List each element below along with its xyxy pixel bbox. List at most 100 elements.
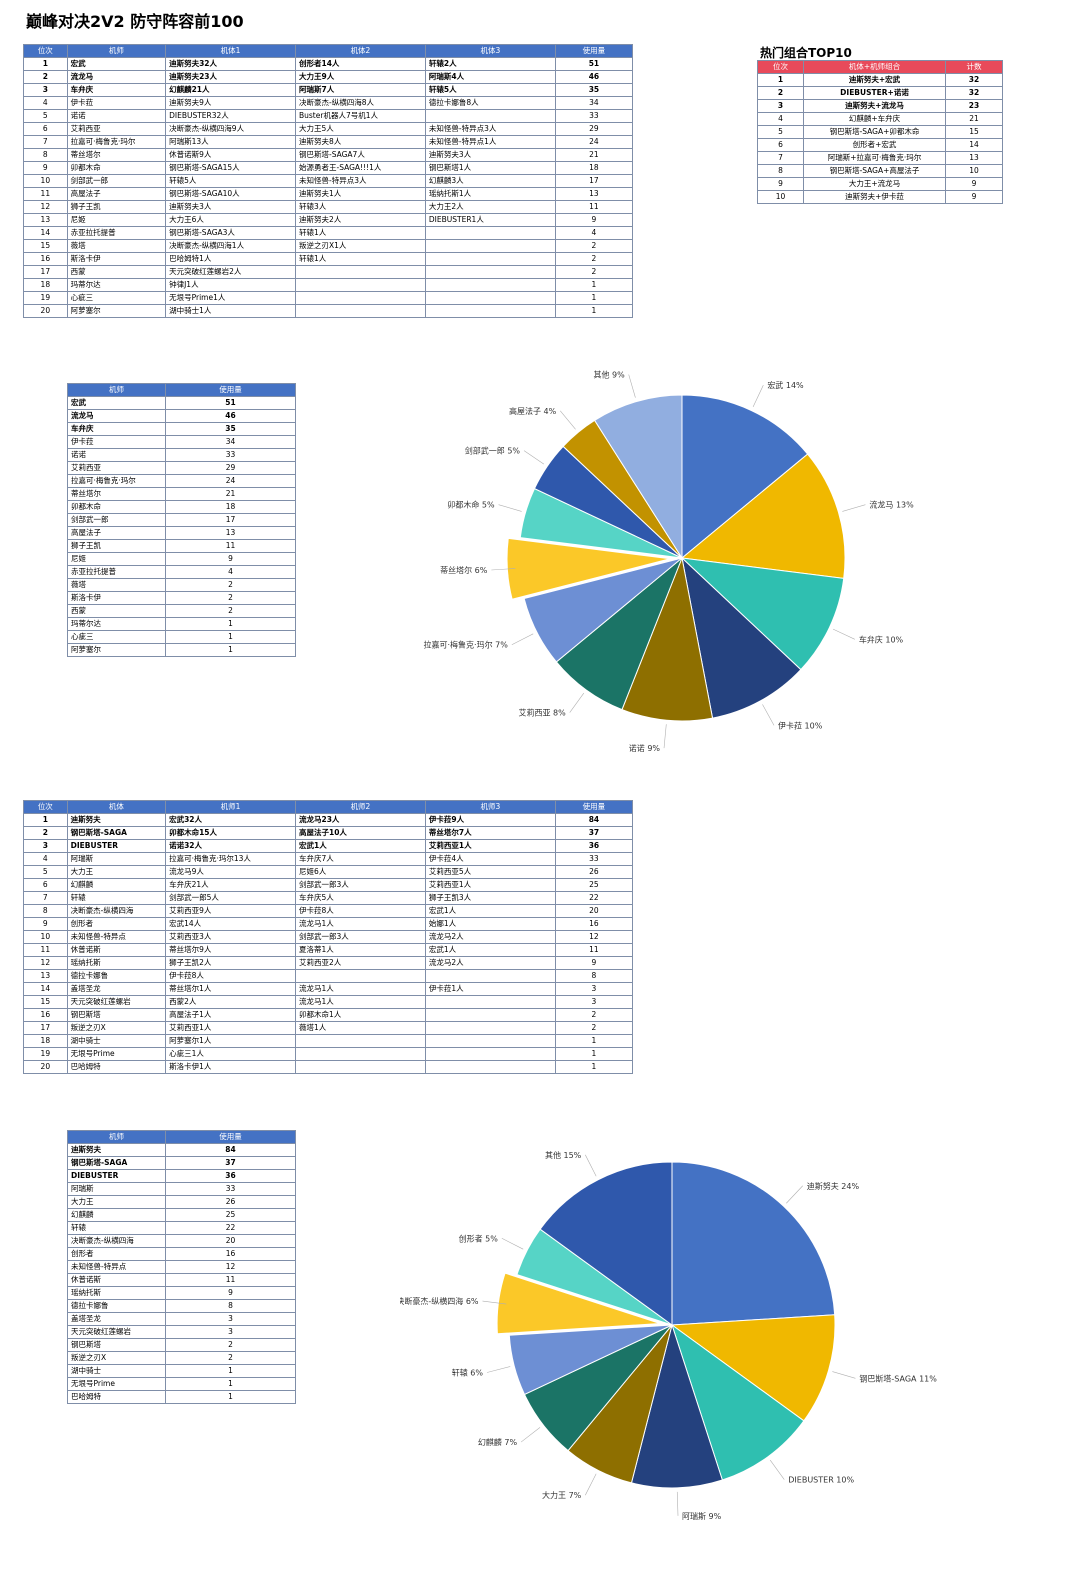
table-cell: 迪斯努夫1人 <box>295 187 426 201</box>
data-label: 轩辕 6% <box>452 1367 484 1377</box>
table-cell: 德拉卡娜鲁 <box>67 1299 166 1313</box>
table-cell: 1 <box>23 57 68 71</box>
leader-line <box>752 385 764 408</box>
data-label: 拉嘉可·梅鲁克·玛尔 7% <box>423 640 508 650</box>
table-cell: 流龙马2人 <box>424 956 556 970</box>
table-cell: 流龙马1人 <box>295 995 426 1009</box>
table-cell: 天元突破红莲螺岩 <box>67 1325 166 1339</box>
table-cell: 12 <box>23 200 68 214</box>
table-cell: 21 <box>554 148 634 162</box>
table-cell: 2 <box>165 604 296 618</box>
table-cell <box>295 969 426 983</box>
data-label: 迪斯努夫 24% <box>807 1181 860 1191</box>
table-row: 12 瑶纳托斯 狮子王凯2人 艾莉西亚2人 流龙马2人 9 <box>23 956 634 970</box>
table-cell: 拉嘉可·梅鲁克·玛尔13人 <box>165 852 296 866</box>
table-row: 高屋法子 13 <box>67 526 296 540</box>
table-cell: 1 <box>554 1034 634 1048</box>
table-cell: 1 <box>165 630 296 644</box>
data-label: 流龙马 13% <box>869 500 914 510</box>
table-cell: 艾莉西亚1人 <box>165 1021 296 1035</box>
table-row: 5 诺诺 DIEBUSTER32人 Buster机器人7号机1人 33 <box>23 109 634 123</box>
table-cell: 20 <box>554 904 634 918</box>
table-cell: 未知怪兽-特异点1人 <box>424 135 556 149</box>
mecha-usage-table: 位次 机体 机师1 机师2 机师3 使用量 1 迪斯努夫 宏武32人 流龙马23人 伊卡菈9人 84 2… <box>23 800 634 1074</box>
table-row: 4 阿瑞斯 拉嘉可·梅鲁克·玛尔13人 车弁庆7人 伊卡菈4人 33 <box>23 852 634 866</box>
leader-line <box>569 692 585 713</box>
table-cell: 钟律J1人 <box>165 278 296 292</box>
table-cell: 8 <box>554 969 634 983</box>
table-row: 17 叛逆之刃X 艾莉西亚1人 薇塔1人 2 <box>23 1021 634 1035</box>
table-cell: 流龙马9人 <box>165 865 296 879</box>
table-cell: 伊卡菈4人 <box>424 852 556 866</box>
table-cell: 35 <box>554 83 634 97</box>
table-cell: 钢巴斯塔-SAGA <box>66 826 167 840</box>
table-cell: 34 <box>554 96 634 110</box>
column-header: 机师1 <box>165 800 296 814</box>
leader-line <box>663 724 667 749</box>
table-cell: 阿瑞斯 <box>67 1182 166 1196</box>
table-cell: 拉嘉可·梅鲁克·玛尔 <box>67 474 166 488</box>
table-cell: 车弁庆 <box>67 422 166 436</box>
table-cell: 剑部武一郎5人 <box>165 891 296 905</box>
table-cell: 5 <box>23 865 68 879</box>
table-cell: 高屋法子 <box>67 526 166 540</box>
table-row: 心疵三 1 <box>67 630 296 644</box>
data-label: 其他 9% <box>593 370 625 380</box>
table-row: 9 大力王+流龙马 9 <box>757 177 1003 191</box>
table-cell: 2 <box>165 591 296 605</box>
table-row: 1 宏武 迪斯努夫32人 创形者14人 轩辕2人 51 <box>23 57 634 71</box>
table-cell: 决断豪杰-纵横四海 <box>66 904 167 918</box>
table-cell: 9 <box>165 552 296 566</box>
table-cell: 叛逆之刃X1人 <box>295 239 426 253</box>
table-cell: 17 <box>23 1021 68 1035</box>
table-header-row: 机师 使用量 <box>67 1130 296 1144</box>
table-cell: 狮子王凯2人 <box>165 956 296 970</box>
table-cell: 始源勇者王-SAGA!!!1人 <box>295 161 426 175</box>
table-cell: 高屋法子1人 <box>165 1008 296 1022</box>
table-row: 迪斯努夫 84 <box>67 1143 296 1157</box>
table-row: 6 创形者+宏武 14 <box>757 138 1003 152</box>
pie-slice <box>630 1323 724 1489</box>
table-cell: 6 <box>23 878 68 892</box>
table-cell: 未知怪兽-特异点 <box>67 1260 166 1274</box>
table-cell: 阿瑞斯+拉嘉可·梅鲁克·玛尔 <box>803 151 946 165</box>
table-row: 钢巴斯塔 2 <box>67 1338 296 1352</box>
leader-line <box>498 504 522 512</box>
leader-line <box>786 1185 803 1204</box>
table-cell: 流龙马23人 <box>295 813 426 827</box>
table-cell: 巴哈姆特 <box>66 1060 167 1074</box>
table-cell <box>424 291 556 305</box>
table-row: 8 蒂丝塔尔 休普诺斯9人 钢巴斯塔-SAGA7人 迪斯努夫3人 21 <box>23 148 634 162</box>
table-cell: 伊卡菈8人 <box>165 969 296 983</box>
table-cell: 流龙马 <box>66 70 167 84</box>
table-row: 13 德拉卡娜鲁 伊卡菈8人 8 <box>23 969 634 983</box>
table-row: 巴哈姆特 1 <box>67 1390 296 1404</box>
table-cell: 未知怪兽-特异点3人 <box>295 174 426 188</box>
table-cell: 8 <box>23 148 68 162</box>
table-row: 车弁庆 35 <box>67 422 296 436</box>
table-cell: 车弁庆7人 <box>295 852 426 866</box>
pie-slice <box>680 557 845 671</box>
table-cell: 心疵三1人 <box>165 1047 296 1061</box>
table-cell: 蒂丝塔尔1人 <box>165 982 296 996</box>
pilot-summary-table: 机师 使用量 宏武 51 流龙马 46 车弁庆 35 伊卡菈 34 诺诺 33 艾莉西亚 29 拉嘉可·梅鲁… <box>67 383 296 657</box>
table-cell: 5 <box>757 125 804 139</box>
table-cell: 14 <box>945 138 1003 152</box>
leader-line <box>520 1427 541 1443</box>
pie-slice <box>593 394 683 560</box>
table-cell: 9 <box>554 213 634 227</box>
table-cell <box>424 1021 556 1035</box>
table-cell: 18 <box>23 1034 68 1048</box>
table-row: 9 卯都木命 钢巴斯塔-SAGA15人 始源勇者王-SAGA!!!1人 钢巴斯塔1人 18 <box>23 161 634 175</box>
pie-slice <box>670 1314 836 1422</box>
table-cell: 84 <box>554 813 634 827</box>
pie-slice <box>523 557 683 663</box>
table-cell: 瑶纳托斯1人 <box>424 187 556 201</box>
table-cell: 盖塔圣龙 <box>67 1312 166 1326</box>
data-label: 高屋法子 4% <box>509 406 557 416</box>
table-cell: 德拉卡娜鲁 <box>66 969 167 983</box>
table-row: 8 决断豪杰-纵横四海 艾莉西亚9人 伊卡菈8人 宏武1人 20 <box>23 904 634 918</box>
table-cell: 天元突破红莲螺岩 <box>66 995 167 1009</box>
table-cell: 巴哈姆特 <box>67 1390 166 1404</box>
table-cell: 1 <box>554 1047 634 1061</box>
